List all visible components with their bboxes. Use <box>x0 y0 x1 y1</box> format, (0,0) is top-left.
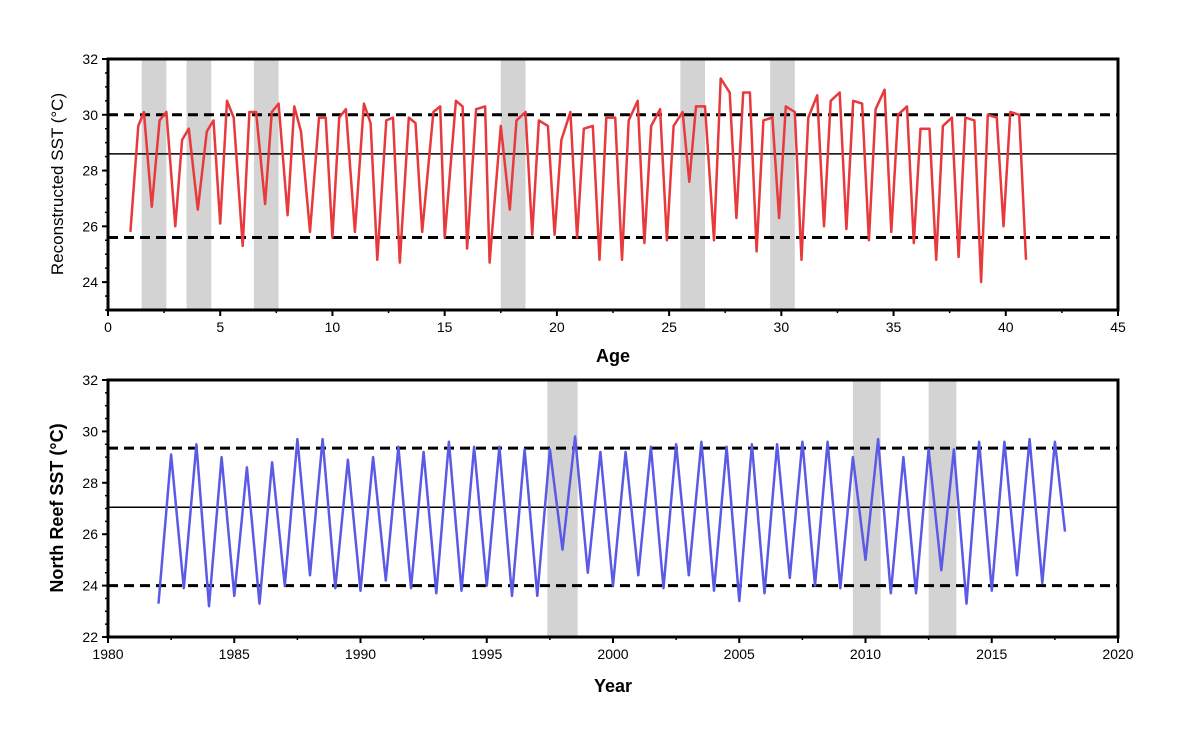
y-tick-label: 32 <box>82 372 98 388</box>
x-tick-label: 40 <box>998 319 1014 335</box>
y-tick-label: 32 <box>82 51 98 67</box>
shaded-region-4 <box>680 59 706 310</box>
axis-ticks-top: 0 5 10 15 20 25 30 35 40 45 24 26 28 30 32 <box>82 51 1126 335</box>
x-axis-title-top: Age <box>596 346 630 366</box>
y-tick-label: 26 <box>82 218 98 234</box>
y-tick-label: 26 <box>82 526 98 542</box>
x-tick-label: 2010 <box>850 646 881 662</box>
x-tick-label: 1980 <box>92 646 123 662</box>
shaded-regions-top <box>141 59 795 310</box>
x-axis-title-bottom: Year <box>594 676 632 696</box>
x-tick-label: 2015 <box>976 646 1007 662</box>
x-tick-label: 1995 <box>471 646 502 662</box>
shaded-region-0 <box>547 380 578 637</box>
x-tick-label: 30 <box>774 319 790 335</box>
bottom-panel: 1980 1985 1990 1995 2000 2005 2010 2015 2020 22 24… <box>47 372 1134 696</box>
reference-lines-bottom <box>108 446 1118 588</box>
x-tick-label: 1990 <box>345 646 376 662</box>
y-tick-label: 30 <box>82 423 98 439</box>
y-tick-label: 28 <box>82 475 98 491</box>
north-reef-sst-line <box>157 435 1067 608</box>
y-tick-label: 24 <box>82 578 98 594</box>
x-tick-label: 5 <box>216 319 224 335</box>
shaded-region-3 <box>500 59 526 310</box>
x-tick-label: 2005 <box>724 646 755 662</box>
y-axis-title-top: Reconstructed SST (°C) <box>48 93 67 275</box>
y-tick-label: 24 <box>82 274 98 290</box>
reference-lines-top <box>108 113 1118 239</box>
y-axis-title-bottom: North Reef SST (°C) <box>47 423 67 592</box>
shaded-region-1 <box>852 380 881 637</box>
x-tick-label: 20 <box>549 319 565 335</box>
x-tick-label: 25 <box>661 319 677 335</box>
shaded-region-1 <box>186 59 212 310</box>
x-tick-label: 1985 <box>219 646 250 662</box>
y-tick-label: 30 <box>82 107 98 123</box>
x-tick-label: 10 <box>325 319 341 335</box>
x-tick-label: 2020 <box>1102 646 1133 662</box>
x-tick-label: 2000 <box>597 646 628 662</box>
shaded-regions-bottom <box>547 380 957 637</box>
x-tick-label: 15 <box>437 319 453 335</box>
y-tick-label: 28 <box>82 163 98 179</box>
shaded-region-5 <box>770 59 795 310</box>
reconstructed-sst-line <box>129 77 1028 284</box>
x-tick-label: 0 <box>104 319 112 335</box>
y-tick-label: 22 <box>82 629 98 645</box>
x-tick-label: 35 <box>886 319 902 335</box>
axis-ticks-bottom: 1980 1985 1990 1995 2000 2005 2010 2015 2020 22 24… <box>82 372 1133 662</box>
x-tick-label: 45 <box>1110 319 1126 335</box>
top-panel: 0 5 10 15 20 25 30 35 40 45 24 26 28 30 32 Age Reconst… <box>48 51 1126 366</box>
shaded-region-2 <box>928 380 957 637</box>
